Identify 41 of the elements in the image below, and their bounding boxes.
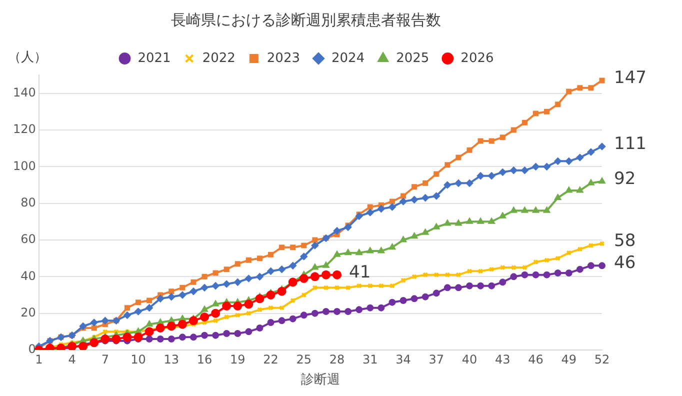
legend-label: 2023 bbox=[266, 50, 300, 66]
x-tick-label: 40 bbox=[462, 352, 478, 366]
x-tick-label: 28 bbox=[329, 352, 345, 366]
legend-label: 2025 bbox=[396, 50, 430, 66]
data-label: 147 bbox=[614, 68, 646, 88]
y-tick-label: 120 bbox=[13, 122, 36, 136]
y-tick-label: 40 bbox=[20, 268, 36, 283]
x-tick-label: 43 bbox=[494, 352, 510, 366]
data-label: 41 bbox=[349, 262, 371, 282]
x-tick-label: 25 bbox=[296, 352, 312, 366]
data-label: 58 bbox=[614, 231, 636, 252]
x-tick-label: 46 bbox=[528, 352, 544, 366]
y-axis-title: （人） bbox=[8, 50, 47, 65]
x-tick-label: 22 bbox=[263, 352, 278, 366]
chart-title: 長崎県における診断週別累積患者報告数 bbox=[171, 10, 441, 29]
data-label: 46 bbox=[614, 253, 636, 274]
x-tick-label: 34 bbox=[396, 352, 411, 366]
x-tick-label: 4 bbox=[68, 352, 76, 366]
x-tick-label: 52 bbox=[594, 352, 610, 366]
x-tick-label: 19 bbox=[230, 352, 246, 366]
x-tick-label: 10 bbox=[130, 352, 146, 366]
x-tick-label: 49 bbox=[561, 352, 577, 366]
x-axis-title: 診断週 bbox=[300, 372, 340, 388]
x-tick-label: 37 bbox=[428, 352, 444, 366]
x-tick-label: 1 bbox=[35, 352, 43, 366]
x-tick-label: 31 bbox=[362, 352, 378, 366]
y-tick-label: 0 bbox=[28, 342, 36, 356]
data-label: 92 bbox=[614, 168, 636, 189]
x-tick-label: 16 bbox=[196, 352, 212, 366]
legend-label: 2022 bbox=[202, 50, 236, 66]
y-tick-label: 100 bbox=[13, 158, 36, 173]
legend-label: 2021 bbox=[138, 50, 171, 66]
y-tick-label: 140 bbox=[13, 85, 36, 100]
data-label: 111 bbox=[614, 134, 646, 154]
x-tick-label: 7 bbox=[101, 352, 109, 366]
y-tick-label: 60 bbox=[20, 232, 36, 246]
legend-label: 2024 bbox=[332, 50, 365, 66]
x-tick-label: 13 bbox=[164, 352, 180, 366]
legend-label: 2026 bbox=[460, 50, 494, 66]
y-tick-label: 80 bbox=[20, 195, 36, 210]
y-tick-label: 20 bbox=[20, 305, 36, 320]
